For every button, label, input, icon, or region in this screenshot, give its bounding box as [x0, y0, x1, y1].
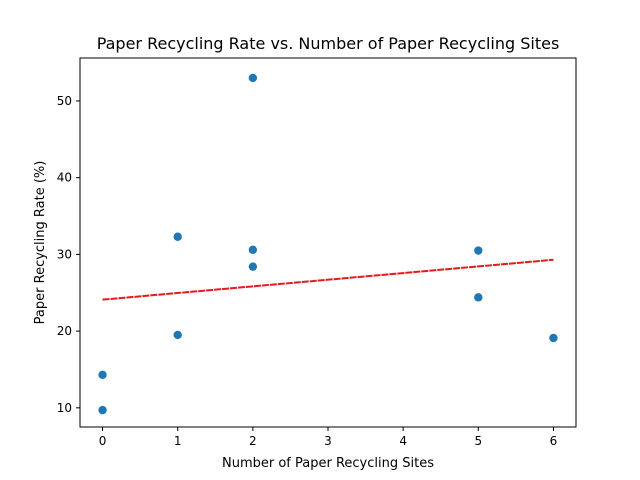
data-point	[98, 370, 107, 380]
x-axis-ticks: 0 1 2 3 4 5 6	[99, 427, 558, 448]
x-tick-label: 4	[399, 434, 407, 448]
x-tick-label: 3	[324, 434, 332, 448]
data-point	[248, 262, 258, 271]
y-axis-ticks: 10 20 30 40 50	[57, 94, 80, 415]
y-tick-label: 30	[57, 247, 72, 261]
y-tick-label: 50	[57, 94, 72, 108]
x-tick-label: 6	[550, 434, 558, 448]
x-tick-label: 0	[99, 434, 107, 448]
data-point	[173, 330, 182, 340]
chart-title: Paper Recycling Rate vs. Number of Paper…	[97, 34, 560, 53]
data-point	[173, 232, 182, 241]
x-tick-label: 1	[174, 434, 182, 448]
y-tick-label: 40	[57, 171, 72, 185]
data-point	[98, 405, 107, 415]
data-point	[248, 73, 258, 83]
y-axis-label: Paper Recycling Rate (%)	[33, 161, 48, 325]
axes-frame	[79, 57, 577, 428]
data-point	[474, 293, 483, 302]
y-tick-label: 20	[57, 324, 72, 338]
trend-line	[102, 258, 554, 301]
x-tick-label: 5	[474, 434, 482, 448]
plot-area	[98, 73, 558, 415]
data-point	[248, 245, 258, 254]
data-point	[474, 246, 483, 255]
y-tick-label: 10	[57, 401, 72, 415]
x-tick-label: 2	[249, 434, 257, 448]
data-point	[549, 333, 558, 343]
x-axis-label: Number of Paper Recycling Sites	[222, 456, 434, 471]
